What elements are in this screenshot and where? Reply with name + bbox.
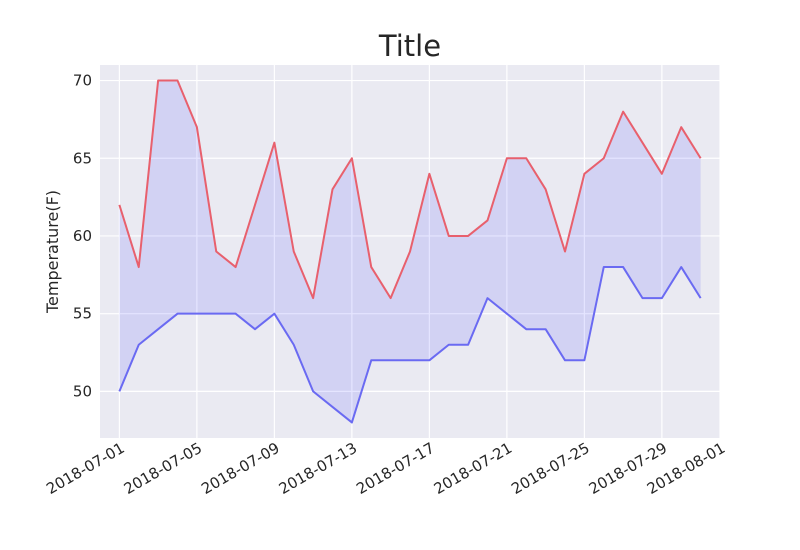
series-lines [118, 79, 702, 424]
chart-title: Title [378, 29, 441, 63]
y-axis-label: Temperature(F) [43, 190, 62, 314]
grid-lines [100, 65, 721, 438]
y-tick-label: 50 [73, 382, 92, 400]
y-tick-label: 60 [73, 227, 92, 245]
y-axis-ticks: 50 55 60 65 70 [73, 72, 92, 401]
high-temperature-line [118, 79, 702, 300]
low-temperature-line [118, 266, 702, 424]
y-tick-label: 70 [73, 72, 92, 90]
y-tick-label: 65 [73, 149, 92, 167]
y-tick-label: 55 [73, 305, 92, 323]
